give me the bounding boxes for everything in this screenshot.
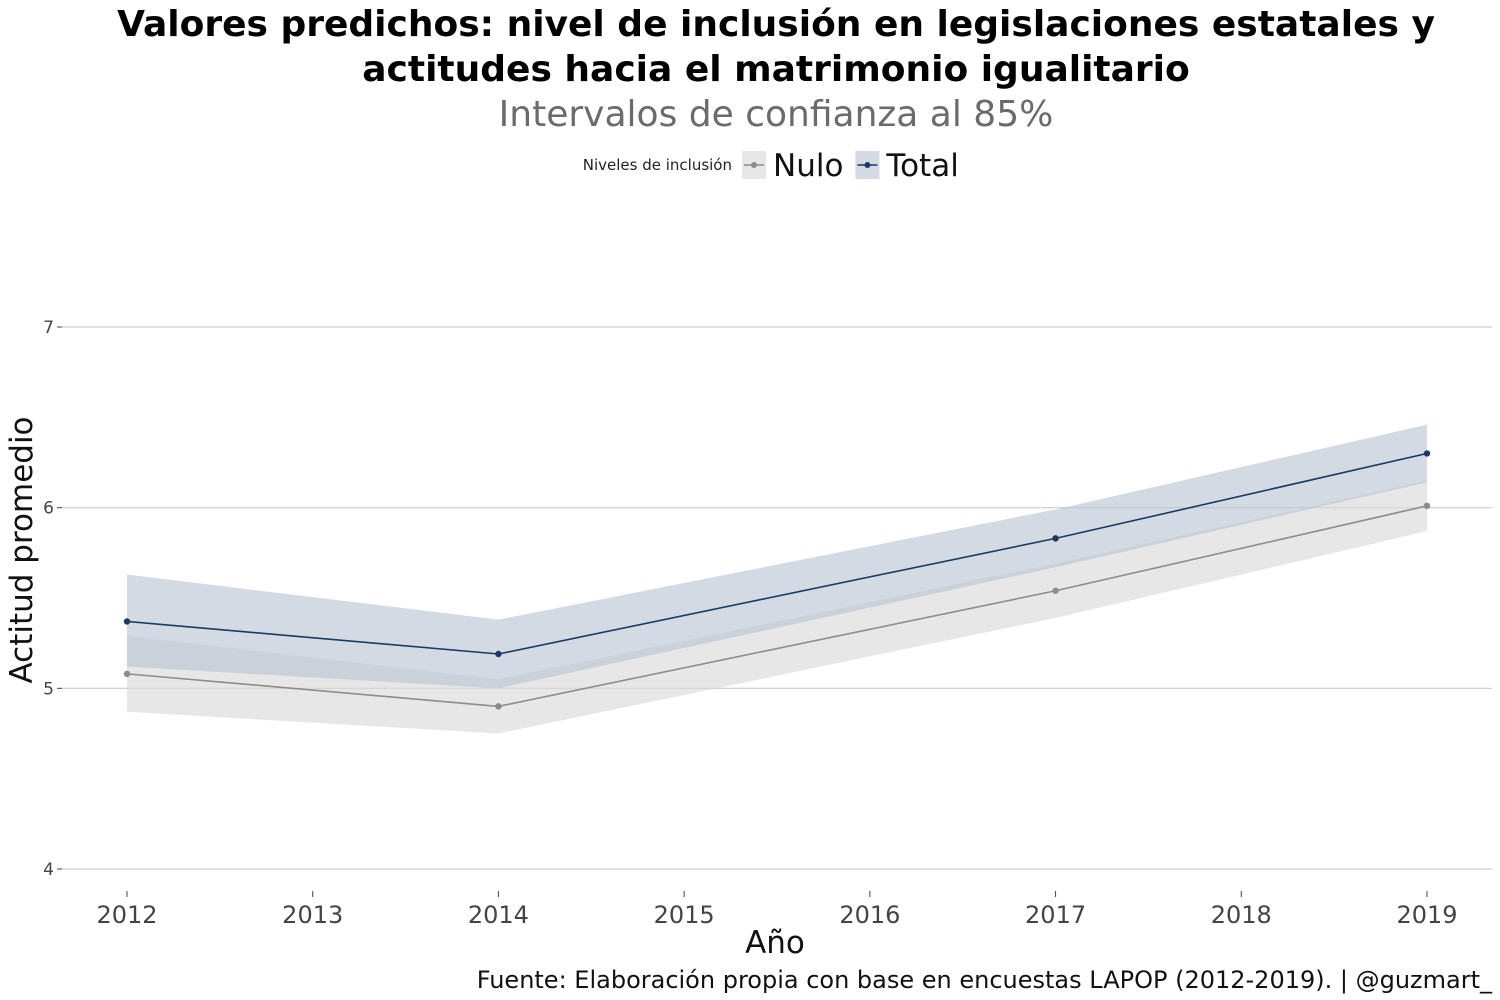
legend-label-nulo: Nulo: [773, 148, 843, 184]
point-total-2014: [495, 650, 502, 658]
line-total: [126, 452, 1428, 655]
line-nulo: [126, 505, 1428, 708]
y-tick-label-5: 5: [43, 679, 54, 699]
point-total-2012: [123, 618, 131, 625]
ribbon-total: [127, 424, 1427, 689]
legend: Niveles de inclusión Nulo Total: [583, 148, 959, 184]
legend-label-total: Total: [885, 148, 958, 184]
chart-subtitle: Intervalos de confianza al 85%: [499, 94, 1054, 135]
x-tick-label-2019: 2019: [1396, 901, 1457, 929]
point-nulo-2019: [1423, 502, 1431, 510]
point-total-2019: [1423, 450, 1431, 457]
x-tick-label-2013: 2013: [282, 901, 343, 929]
point-total-2017: [1052, 535, 1059, 542]
x-tick-label-2015: 2015: [654, 901, 715, 929]
point-nulo-2014: [495, 703, 502, 710]
chart-caption: Fuente: Elaboración propia con base en e…: [477, 966, 1493, 994]
legend-items: Nulo Total: [742, 148, 959, 184]
x-tick-label-2018: 2018: [1211, 901, 1272, 929]
x-tick-label-2016: 2016: [839, 901, 900, 929]
ribbon-layer: [127, 424, 1427, 734]
x-tick-label-2012: 2012: [96, 901, 157, 929]
legend-title: Niveles de inclusión: [583, 156, 732, 174]
legend-item-total: Total: [855, 148, 959, 184]
chart-title-line-2: actitudes hacia el matrimonio igualitari…: [362, 49, 1190, 90]
legend-key-point-nulo: [751, 162, 757, 168]
y-axis: 4 5 6 7: [43, 318, 62, 880]
legend-key-point-total: [864, 162, 871, 168]
y-tick-label-7: 7: [43, 318, 54, 338]
legend-item-nulo: Nulo: [742, 148, 843, 184]
point-layer: [123, 450, 1431, 710]
x-axis-title: Año: [745, 925, 805, 961]
x-tick-label-2014: 2014: [468, 901, 529, 929]
x-tick-label-2017: 2017: [1025, 901, 1086, 929]
point-nulo-2017: [1052, 587, 1059, 594]
y-axis-title: Actitud promedio: [4, 416, 40, 683]
chart-title-line-1: Valores predichos: nivel de inclusión en…: [117, 4, 1435, 45]
ribbon-nulo: [127, 480, 1427, 734]
y-tick-label-4: 4: [43, 860, 54, 880]
y-tick-label-6: 6: [43, 499, 54, 519]
point-nulo-2012: [123, 670, 131, 678]
line-layer: [126, 452, 1428, 708]
x-axis: 2012 2013 2014 2015 2016 2017 2018 2019: [96, 891, 1458, 929]
